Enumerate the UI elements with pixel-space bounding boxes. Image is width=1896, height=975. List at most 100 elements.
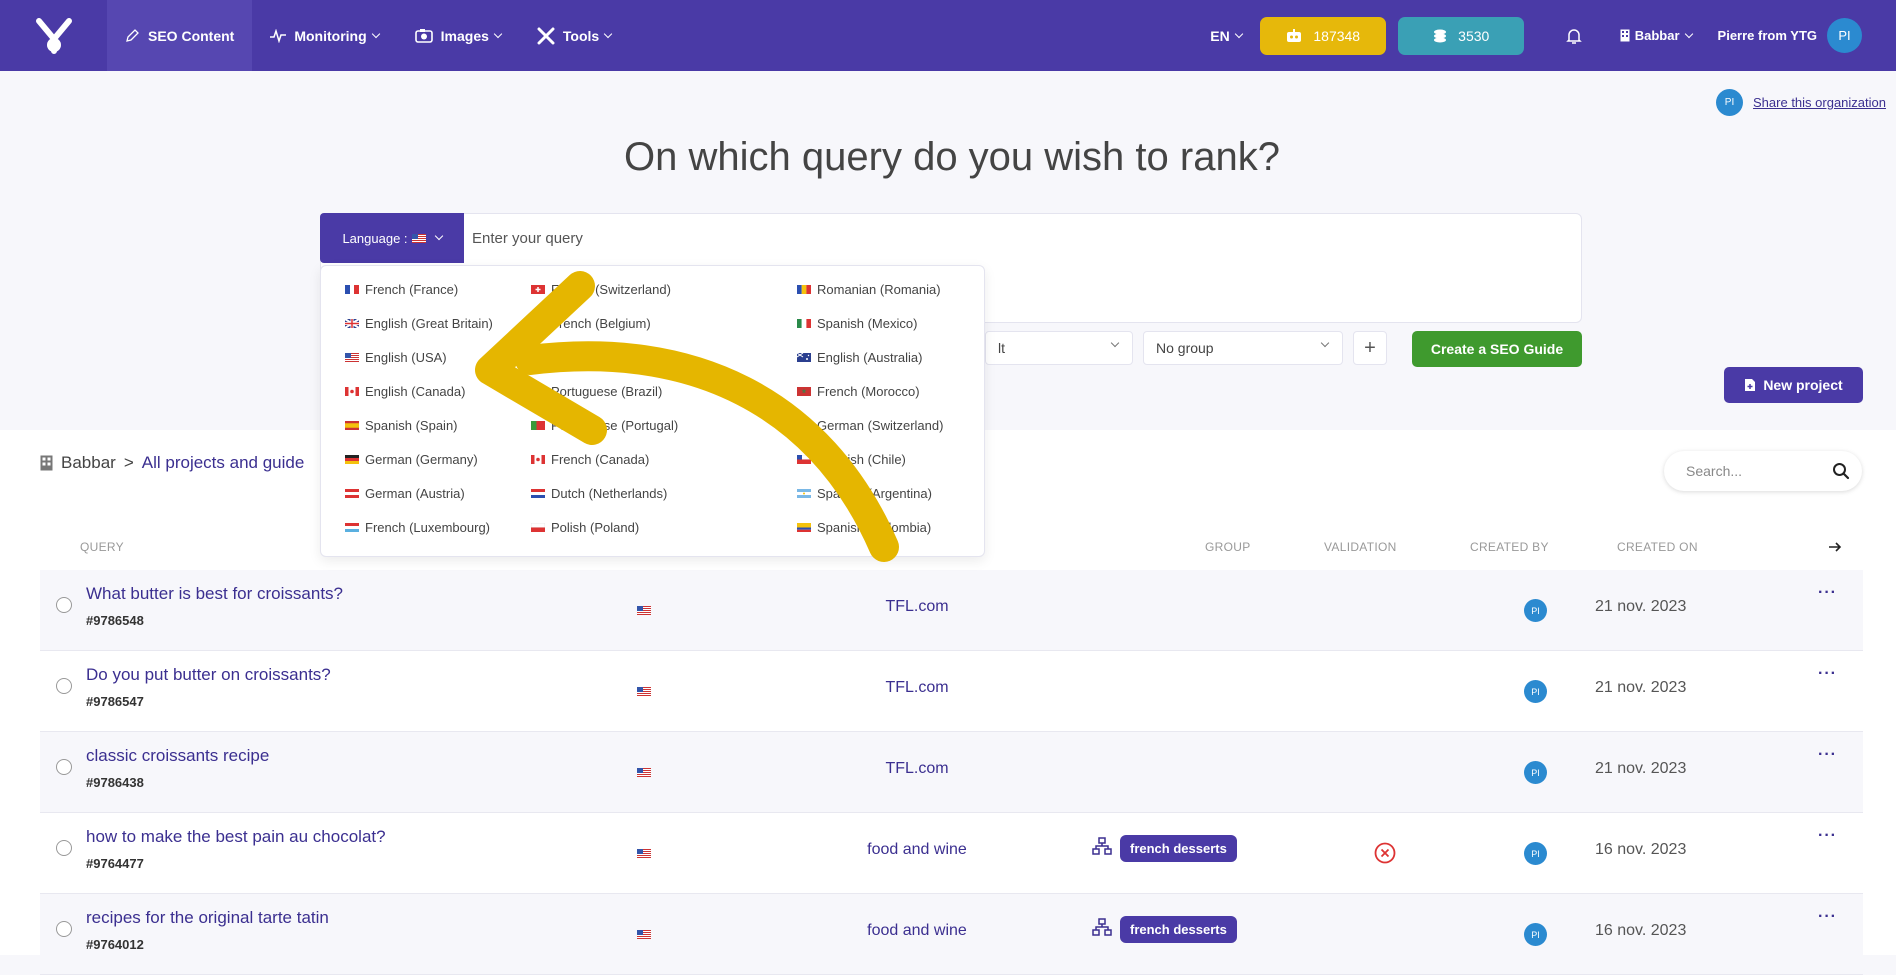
group-badge[interactable]: french desserts xyxy=(1120,835,1237,862)
language-label: French (Canada) xyxy=(551,452,650,467)
row-project[interactable]: food and wine xyxy=(867,841,967,858)
row-menu-button[interactable]: ··· xyxy=(1818,584,1837,601)
language-option[interactable]: Spanish (Chile) xyxy=(797,452,906,467)
column-header-validation[interactable]: VALIDATION xyxy=(1324,540,1397,554)
group-badge[interactable]: french desserts xyxy=(1120,916,1237,943)
nav-tools[interactable]: Tools xyxy=(519,0,629,71)
table-row[interactable]: how to make the best pain au chocolat? #… xyxy=(40,813,1863,894)
row-query[interactable]: What butter is best for croissants? xyxy=(86,584,343,603)
query-input[interactable] xyxy=(470,222,1370,254)
language-option[interactable]: Dutch (Netherlands) xyxy=(531,486,667,501)
row-checkbox[interactable] xyxy=(56,597,72,613)
language-option[interactable]: French (Morocco) xyxy=(797,384,920,399)
row-menu-button[interactable]: ··· xyxy=(1818,827,1837,844)
top-navbar: SEO Content Monitoring Images Tools EN 1… xyxy=(0,0,1896,71)
project-select[interactable]: lt xyxy=(985,331,1133,365)
language-option[interactable]: Portuguese (Portugal) xyxy=(531,418,678,433)
language-option[interactable]: French (France) xyxy=(345,282,458,297)
create-seo-guide-button[interactable]: Create a SEO Guide xyxy=(1412,331,1582,367)
row-group[interactable]: french desserts xyxy=(1092,916,1237,943)
language-option[interactable]: German (Austria) xyxy=(345,486,465,501)
group-select[interactable]: No group xyxy=(1143,331,1343,365)
row-query[interactable]: classic croissants recipe xyxy=(86,746,270,765)
row-query[interactable]: Do you put butter on croissants? xyxy=(86,665,331,684)
us-flag-icon xyxy=(637,683,651,701)
table-row[interactable]: What butter is best for croissants? #978… xyxy=(40,570,1863,651)
row-menu-button[interactable]: ··· xyxy=(1818,908,1837,925)
breadcrumb-root[interactable]: Babbar xyxy=(61,453,116,472)
us-flag-icon xyxy=(637,845,651,863)
arrow-right-icon[interactable] xyxy=(1828,540,1842,558)
table-row[interactable]: recipes for the original tarte tatin #97… xyxy=(40,894,1863,975)
language-dropdown-button[interactable]: Language : xyxy=(320,213,464,263)
row-creator-avatar: PI xyxy=(1524,761,1547,784)
row-query[interactable]: recipes for the original tarte tatin xyxy=(86,908,329,927)
language-switcher[interactable]: EN xyxy=(1210,28,1243,44)
table-row[interactable]: Do you put butter on croissants? #978654… xyxy=(40,651,1863,732)
share-organization[interactable]: PI Share this organization xyxy=(1716,89,1886,116)
language-option[interactable]: French (Canada) xyxy=(531,452,649,467)
share-organization-link[interactable]: Share this organization xyxy=(1753,95,1886,110)
nav-images[interactable]: Images xyxy=(397,0,519,71)
language-option[interactable]: Portuguese (Brazil) xyxy=(531,384,662,399)
row-checkbox[interactable] xyxy=(56,759,72,775)
language-option[interactable]: French (Switzerland) xyxy=(531,282,671,297)
rejected-icon[interactable] xyxy=(1374,842,1396,869)
language-label: Spanish (Spain) xyxy=(365,418,458,433)
user-name[interactable]: Pierre from YTG xyxy=(1717,28,1817,43)
row-checkbox[interactable] xyxy=(56,678,72,694)
row-creator-avatar: PI xyxy=(1524,923,1547,946)
language-option[interactable]: German (Switzerland) xyxy=(797,418,943,433)
language-option[interactable]: Spanish (Mexico) xyxy=(797,316,917,331)
row-project[interactable]: TFL.com xyxy=(885,598,949,615)
language-option[interactable]: English (Great Britain) xyxy=(345,316,493,331)
language-option[interactable]: Spanish (Spain) xyxy=(345,418,458,433)
logo[interactable] xyxy=(0,0,107,71)
language-option[interactable]: French (Luxembourg) xyxy=(345,520,490,535)
language-label: French (Switzerland) xyxy=(551,282,671,297)
language-dropdown: French (France) English (Great Britain) … xyxy=(320,265,985,557)
language-option[interactable]: English (USA) xyxy=(345,350,447,365)
row-project[interactable]: food and wine xyxy=(867,922,967,939)
row-checkbox[interactable] xyxy=(56,840,72,856)
row-creator-avatar: PI xyxy=(1524,842,1547,865)
coin-credits[interactable]: 3530 xyxy=(1397,16,1524,55)
search-input[interactable]: Search... xyxy=(1664,451,1862,491)
chevron-down-icon xyxy=(1320,338,1330,348)
organization-selector[interactable]: Babbar xyxy=(1620,28,1693,43)
avatar: PI xyxy=(1716,89,1744,116)
breadcrumb-current[interactable]: All projects and guide xyxy=(141,453,305,472)
bell-icon[interactable] xyxy=(1565,27,1582,45)
row-menu-button[interactable]: ··· xyxy=(1818,665,1837,682)
logo-icon xyxy=(35,17,72,54)
language-option[interactable]: French (Belgium) xyxy=(531,316,651,331)
row-group[interactable]: french desserts xyxy=(1092,835,1237,862)
language-label: English (USA) xyxy=(365,350,447,365)
row-project[interactable]: TFL.com xyxy=(885,760,949,777)
table-row[interactable]: classic croissants recipe #9786438 TFL.c… xyxy=(40,732,1863,813)
search-icon[interactable] xyxy=(1832,462,1850,483)
row-query[interactable]: how to make the best pain au chocolat? xyxy=(86,827,386,846)
new-project-button[interactable]: New project xyxy=(1724,367,1863,403)
language-option[interactable]: English (Canada) xyxy=(345,384,465,399)
language-option[interactable]: German (Germany) xyxy=(345,452,478,467)
language-option[interactable]: English (Australia) xyxy=(797,350,923,365)
column-header-created-on[interactable]: CREATED ON xyxy=(1617,540,1698,554)
add-group-button[interactable]: + xyxy=(1353,331,1387,365)
column-header-created-by[interactable]: CREATED BY xyxy=(1470,540,1549,554)
row-project[interactable]: TFL.com xyxy=(885,679,949,696)
robot-credits[interactable]: 187348 xyxy=(1259,16,1386,55)
language-option[interactable]: Spanish (Argentina) xyxy=(797,486,932,501)
language-option[interactable]: Romanian (Romania) xyxy=(797,282,941,297)
language-label: Romanian (Romania) xyxy=(817,282,941,297)
row-checkbox[interactable] xyxy=(56,921,72,937)
chevron-down-icon xyxy=(603,29,613,38)
column-header-group[interactable]: GROUP xyxy=(1205,540,1251,554)
language-option[interactable]: Polish (Poland) xyxy=(531,520,639,535)
row-menu-button[interactable]: ··· xyxy=(1818,746,1837,763)
user-avatar[interactable]: PI xyxy=(1827,18,1862,53)
nav-seo-content[interactable]: SEO Content xyxy=(107,0,253,71)
language-option[interactable]: Spanish (Colombia) xyxy=(797,520,931,535)
nav-monitoring[interactable]: Monitoring xyxy=(252,0,396,71)
column-header-query[interactable]: QUERY xyxy=(80,540,124,554)
